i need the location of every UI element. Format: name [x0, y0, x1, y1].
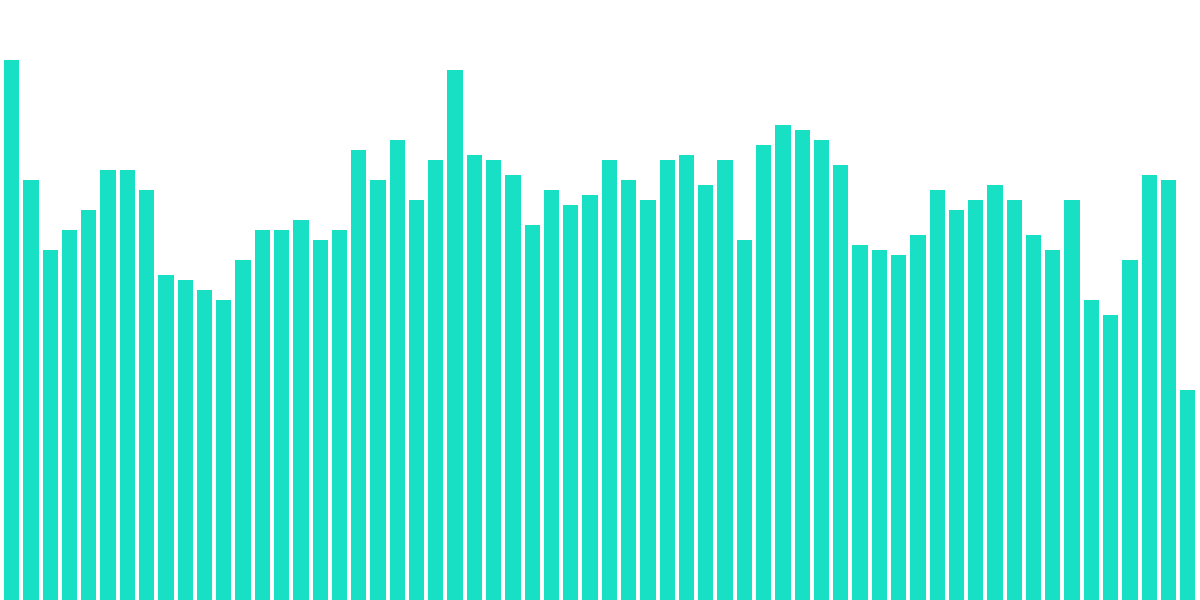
bar: [428, 160, 443, 600]
bar: [872, 250, 887, 600]
bar: [525, 225, 540, 600]
bar: [756, 145, 771, 600]
bar: [852, 245, 867, 600]
bar: [4, 60, 19, 600]
bar: [833, 165, 848, 600]
bar: [505, 175, 520, 600]
bar: [158, 275, 173, 600]
bar: [447, 70, 462, 600]
bar: [81, 210, 96, 600]
bar: [1122, 260, 1137, 600]
bar: [660, 160, 675, 600]
bar: [621, 180, 636, 600]
bar: [1084, 300, 1099, 600]
bar: [930, 190, 945, 600]
bar: [370, 180, 385, 600]
bar: [1161, 180, 1176, 600]
bar: [486, 160, 501, 600]
bar: [1103, 315, 1118, 600]
bar: [409, 200, 424, 600]
bar: [698, 185, 713, 600]
bar: [1180, 390, 1195, 600]
bar: [563, 205, 578, 600]
bar: [1045, 250, 1060, 600]
bar: [968, 200, 983, 600]
bar: [100, 170, 115, 600]
bar: [891, 255, 906, 600]
bar: [1064, 200, 1079, 600]
bar: [910, 235, 925, 600]
bar: [737, 240, 752, 600]
bar: [544, 190, 559, 600]
bar: [582, 195, 597, 600]
bar: [949, 210, 964, 600]
bar: [679, 155, 694, 600]
bar: [1007, 200, 1022, 600]
bar: [235, 260, 250, 600]
bar: [390, 140, 405, 600]
bar: [987, 185, 1002, 600]
bar: [43, 250, 58, 600]
bar: [602, 160, 617, 600]
bar: [197, 290, 212, 600]
bar: [139, 190, 154, 600]
bar: [62, 230, 77, 600]
bar: [717, 160, 732, 600]
bar: [293, 220, 308, 600]
bar: [332, 230, 347, 600]
bar: [178, 280, 193, 600]
bar: [1026, 235, 1041, 600]
bar: [467, 155, 482, 600]
bar: [775, 125, 790, 600]
bar: [1142, 175, 1157, 600]
bar: [351, 150, 366, 600]
bar: [120, 170, 135, 600]
bar: [23, 180, 38, 600]
bar: [795, 130, 810, 600]
bar: [313, 240, 328, 600]
bar: [640, 200, 655, 600]
bar-chart: [0, 0, 1200, 600]
bar: [255, 230, 270, 600]
bar: [274, 230, 289, 600]
bar: [216, 300, 231, 600]
bar: [814, 140, 829, 600]
